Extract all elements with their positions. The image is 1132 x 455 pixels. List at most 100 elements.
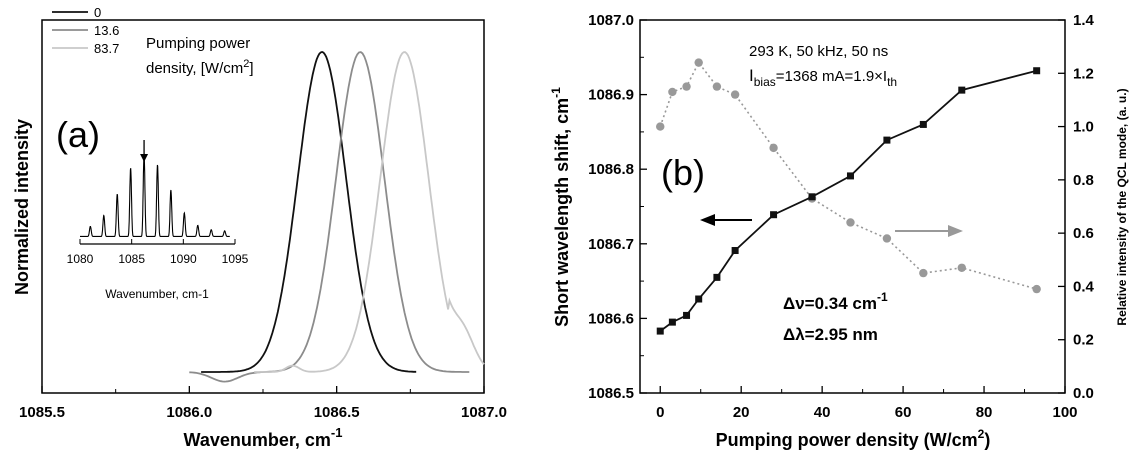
inset-x-tick-label: 1080 [67, 252, 94, 266]
relative-intensity-point [668, 87, 677, 97]
panel-b-x-tick-label: 80 [976, 404, 993, 421]
panel-a-legend: 0 13.6 83.7 Pumping power density, [W/cm… [52, 5, 254, 77]
panel-b-ticks: 0 20 40 60 80 100 1086.5 1086.6 1086.7 1086.8 1086… [588, 12, 1094, 421]
bias-sub-1: bias [754, 75, 776, 89]
panel-a-plot-frame [41, 19, 485, 394]
legend-title-line-1: Pumping power [146, 35, 250, 52]
inset-x-tick-label: 1085 [118, 252, 145, 266]
panel-a-x-axis-title-main: Wavenumber, cm [184, 430, 331, 450]
panel-b-x-tick-label: 60 [895, 404, 912, 421]
relative-intensity-point [919, 268, 928, 278]
inset-x-tick-label: 1090 [170, 252, 197, 266]
wavelength-shift-point [808, 193, 816, 201]
legend-label-2: 83.7 [94, 41, 119, 56]
panel-b-y2-tick-label: 0.4 [1073, 278, 1095, 295]
relative-intensity-point [882, 234, 892, 243]
left-axis-arrow-head [700, 214, 715, 226]
panel-a: 1085.5 1086.0 1086.5 1087.0 Normalized inte… [12, 5, 507, 450]
panel-b-y-axis-title: Short wavelength shift, cm-1 [549, 87, 572, 327]
delta-nu-annotation: Δν=0.34 cm-1 [783, 290, 888, 313]
spectrum-line-13.6 [189, 51, 470, 383]
bias-mid: =1368 mA=1.9×I [776, 68, 887, 85]
legend-title-line-2-end: ] [249, 60, 253, 77]
panel-b-y-axis-title-main: Short wavelength shift, cm [552, 98, 572, 327]
panel-b-y-tick-label: 1087.0 [588, 12, 634, 29]
wavelength-shift-line [659, 69, 1037, 332]
panel-b-x-axis-title-sup: 2 [978, 427, 985, 441]
right-axis-arrow [895, 225, 963, 237]
wavelength-shift-point [770, 211, 778, 219]
panel-b-y2-tick-label: 0.6 [1073, 225, 1094, 242]
panel-a-x-tick-label: 1087.0 [461, 404, 507, 421]
panel-b-x-axis-title: Pumping power density (W/cm2) [716, 427, 991, 450]
inset-ticks: 1080 1085 1090 1095 [67, 239, 249, 266]
wavelength-shift-point [683, 311, 691, 319]
wavelength-shift-point [731, 247, 739, 255]
panel-a-x-tick-label: 1086.0 [166, 404, 212, 421]
inset-x-axis-title: Wavenumber, cm-1 [105, 287, 209, 301]
wavelength-shift-point [883, 136, 891, 144]
bias-prefix: I [749, 66, 754, 85]
relative-intensity-point [694, 58, 703, 67]
bias-sub-2: th [887, 75, 897, 89]
wavelength-shift-point [846, 172, 854, 180]
panel-b-y2-tick-label: 1.2 [1073, 65, 1094, 82]
relative-intensity-point [957, 263, 966, 272]
panel-a-label: (a) [56, 114, 100, 155]
delta-nu-main: Δν=0.34 cm [783, 294, 877, 313]
panel-b-y-tick-label: 1086.6 [588, 310, 634, 327]
panel-a-x-ticks: 1085.5 1086.0 1086.5 1087.0 [19, 386, 507, 421]
panel-b-y2-tick-label: 0.2 [1073, 332, 1094, 349]
panel-a-x-tick-label: 1086.5 [314, 404, 360, 421]
legend-label-1: 13.6 [94, 23, 119, 38]
inset-spectrum-line [80, 153, 230, 237]
wavelength-shift-point [919, 120, 927, 128]
panel-b-y2-tick-label: 1.0 [1073, 119, 1094, 136]
panel-b-x-axis-title-main: Pumping power density (W/cm [716, 430, 978, 450]
delta-lambda-annotation: Δλ=2.95 nm [783, 325, 878, 344]
legend-title-line-2: density, [W/cm2] [146, 58, 254, 77]
legend-title-line-2-main: density, [W/cm [146, 60, 243, 77]
inset-x-tick-label: 1095 [222, 252, 249, 266]
right-axis-arrow-head [948, 225, 963, 237]
left-axis-arrow [700, 214, 752, 226]
delta-nu-sup: -1 [877, 290, 888, 304]
panel-b-y2-tick-label: 0.8 [1073, 172, 1094, 189]
panel-a-x-axis-title: Wavenumber, cm-1 [184, 425, 343, 450]
panel-b-x-tick-label: 100 [1052, 404, 1077, 421]
legend-label-0: 0 [94, 5, 101, 20]
panel-b-y-tick-label: 1086.7 [588, 236, 634, 253]
spectrum-line-0 [201, 51, 417, 373]
wavelength-shift-point [656, 327, 664, 335]
panel-b-label: (b) [661, 152, 705, 193]
panel-b-y2-tick-label: 1.4 [1073, 12, 1095, 29]
panel-b-y-axis-title-sup: -1 [549, 87, 563, 98]
panel-b-y-tick-label: 1086.5 [588, 385, 634, 402]
relative-intensity-point [682, 82, 691, 91]
panel-b-y2-tick-label: 0.0 [1073, 385, 1094, 402]
bias-annotation: Ibias=1368 mA=1.9×Ith [749, 66, 897, 89]
legend-title-line-2-sup: 2 [243, 58, 249, 70]
panel-b: 0 20 40 60 80 100 1086.5 1086.6 1086.7 1086.8 1086… [549, 12, 1129, 450]
inset-arrow [140, 140, 149, 162]
panel-b-y-tick-label: 1086.8 [588, 161, 634, 178]
panel-a-x-tick-label: 1085.5 [19, 404, 65, 421]
relative-intensity-point [769, 143, 778, 153]
relative-intensity-point [712, 82, 722, 91]
wavelength-shift-point [713, 273, 721, 281]
panel-b-x-tick-label: 20 [733, 404, 750, 421]
panel-b-x-tick-label: 40 [814, 404, 831, 421]
wavelength-shift-point [695, 295, 703, 303]
relative-intensity-point [1032, 284, 1041, 294]
panel-b-x-tick-label: 0 [656, 404, 664, 421]
relative-intensity-point [656, 122, 665, 131]
panel-a-inset: 1080 1085 1090 1095 Wavenumber, cm-1 [67, 140, 249, 301]
panel-b-y-tick-label: 1086.9 [588, 87, 634, 104]
panel-a-curves [189, 51, 485, 383]
panel-a-y-axis-title: Normalized intensity [12, 119, 32, 295]
conditions-annotation: 293 K, 50 kHz, 50 ns [749, 43, 888, 60]
relative-intensity-point [846, 218, 855, 227]
inset-arrow-head [140, 154, 149, 162]
panel-b-x-axis-title-end: ) [984, 430, 990, 450]
